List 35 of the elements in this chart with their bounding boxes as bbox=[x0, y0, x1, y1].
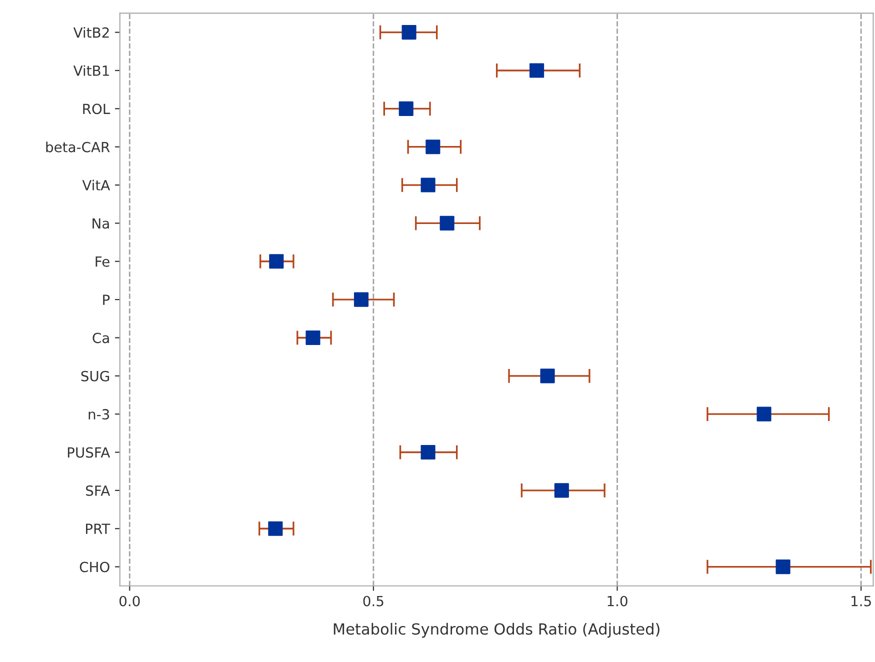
point bbox=[756, 406, 772, 422]
y-tick-label: VitB2 bbox=[73, 27, 109, 38]
point bbox=[554, 483, 569, 498]
x-tick-label: 1.5 bbox=[852, 596, 871, 606]
point bbox=[440, 216, 454, 230]
y-tick-label: Na bbox=[92, 218, 109, 229]
y-tick-label: PUSFA bbox=[68, 447, 110, 458]
y-tick-label: SUG bbox=[81, 370, 110, 382]
y-tick-label: ROL bbox=[83, 104, 110, 114]
y-tick-label: SFA bbox=[86, 485, 110, 496]
x-tick-label: 0.5 bbox=[363, 596, 384, 606]
point bbox=[426, 140, 440, 154]
point bbox=[776, 560, 790, 574]
point bbox=[306, 330, 320, 346]
y-tick-label: CHO bbox=[80, 562, 110, 572]
y-tick-label: VitA bbox=[82, 180, 110, 190]
point bbox=[540, 368, 555, 384]
point bbox=[530, 63, 544, 78]
y-tick-label: Fe bbox=[96, 256, 110, 267]
x-tick-label: 1.0 bbox=[608, 596, 628, 606]
x-axis-title: Metabolic Syndrome Odds Ratio (Adjusted) bbox=[334, 622, 660, 638]
y-tick-label: n-3 bbox=[88, 409, 110, 420]
y-tick-label: beta-CAR bbox=[46, 142, 110, 152]
point bbox=[268, 521, 283, 536]
y-tick-label: Ca bbox=[92, 332, 109, 344]
y-tick-label: VitB1 bbox=[73, 65, 109, 76]
y-tick-label: P bbox=[103, 294, 110, 305]
point bbox=[402, 25, 416, 40]
point bbox=[420, 178, 436, 192]
point bbox=[398, 101, 414, 116]
y-tick-label: PRT bbox=[86, 524, 110, 534]
point bbox=[420, 444, 436, 460]
point bbox=[354, 292, 369, 307]
x-tick-label: 0.0 bbox=[120, 596, 140, 606]
point bbox=[269, 254, 284, 269]
